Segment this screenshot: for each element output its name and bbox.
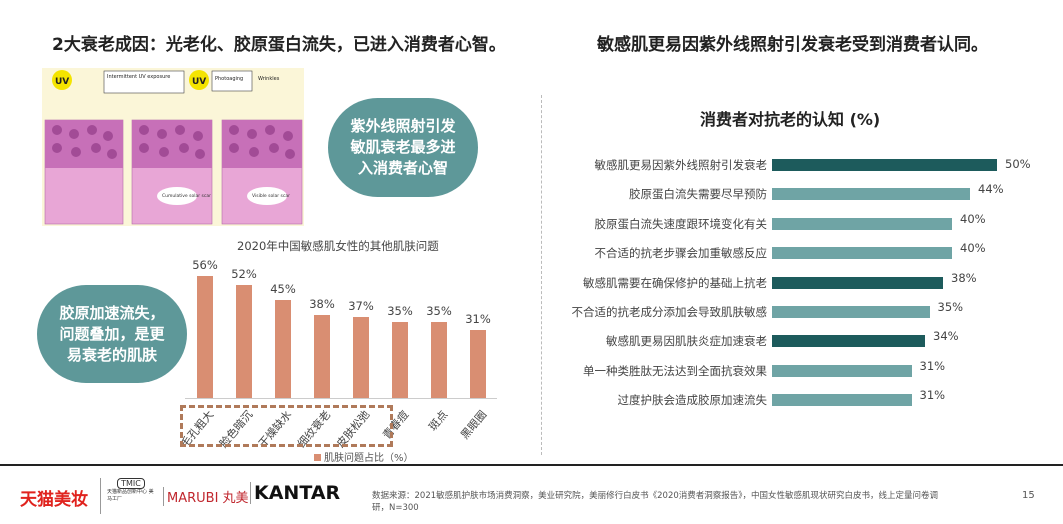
logo-tmall-beauty: 天猫美妆 (20, 490, 88, 510)
right-title: 敏感肌更易因紫外线照射引发衰老受到消费者认同。 (597, 35, 988, 55)
skin-category-label: 斑点 (426, 408, 451, 434)
skin-chart-title: 2020年中国敏感肌女性的其他肌肤问题 (237, 239, 439, 253)
data-source: 数据来源：2021敏感肌护肤市场消费洞察，美业研究院，美丽修行白皮书《2020消… (372, 491, 939, 513)
svg-text:Photoaging: Photoaging (215, 76, 243, 82)
perception-category-label: 敏感肌需要在确保修护的基础上抗老 (583, 275, 767, 290)
perception-chart-title: 消费者对抗老的认知 (%) (700, 110, 881, 129)
skin-bar (431, 321, 447, 398)
perception-bar (772, 335, 925, 348)
svg-text:UV: UV (192, 77, 206, 87)
svg-text:Wrinkles: Wrinkles (258, 76, 280, 82)
skin-bar (392, 321, 408, 398)
logo-marubi: MARUBI 丸美 (163, 487, 249, 506)
skin-bar (470, 330, 486, 398)
perception-bar (772, 306, 930, 318)
perception-bar-value: 38% (951, 270, 977, 285)
perception-category-label: 过度护肤会造成胶原加速流失 (617, 393, 768, 408)
svg-text:Intermittent UV exposure: Intermittent UV exposure (107, 74, 170, 80)
callout-collagen: 胶原加速流失，问题叠加，是更易衰老的肌肤 (37, 285, 187, 383)
perception-bar-value: 31% (919, 388, 946, 403)
perception-category-label: 敏感肌更易因肌肤炎症加速衰老 (606, 334, 767, 349)
perception-bar (772, 364, 912, 377)
svg-text:Visible solar scar: Visible solar scar (252, 193, 290, 199)
skin-bar-value: 45% (270, 281, 296, 296)
skin-x-axis (185, 398, 497, 399)
skin-bar-value: 31% (465, 312, 491, 327)
skin-bar (197, 276, 213, 398)
perception-category-label: 不合适的抗老步骤会加重敏感反应 (594, 246, 768, 261)
skin-bar (353, 317, 369, 398)
perception-bar-value: 31% (919, 358, 946, 373)
page-number: 15 (1022, 490, 1035, 501)
skin-bar-value: 56% (192, 258, 218, 272)
perception-bar (772, 159, 997, 171)
highlight-dashed-box (180, 405, 393, 447)
skin-bar-value: 52% (231, 266, 257, 281)
callout-uv: 紫外线照射引发敏肌衰老最多进入消费者心智 (328, 98, 478, 197)
logo-tmic: TMIC 天猫新品创新中心 美马工厂 (100, 478, 158, 514)
perception-bar-value: 40% (960, 241, 986, 256)
skin-bar (314, 315, 330, 398)
perception-bar (772, 188, 970, 201)
skin-bar-value: 35% (426, 303, 452, 318)
perception-bar (772, 394, 912, 407)
perception-category-label: 不合适的抗老成分添加会导致肌肤敏感 (571, 305, 768, 319)
uv-label: UV (55, 77, 69, 87)
photoaging-illustration: UV UV Intermittent UV exposure Photoagin… (42, 68, 304, 226)
perception-bar-value: 44% (978, 182, 1004, 197)
perception-category-label: 单一种类胜肽无法达到全面抗衰效果 (583, 363, 767, 378)
perception-bar (772, 217, 952, 230)
perception-category-label: 胶原蛋白流失需要尽早预防 (629, 187, 767, 202)
perception-bar-value: 35% (937, 300, 964, 314)
perception-bar-value: 34% (933, 329, 959, 344)
left-title: 2大衰老成因：光老化、胶原蛋白流失，已进入消费者心智。 (52, 35, 506, 55)
skin-category-label: 黑眼圈 (458, 408, 490, 442)
footer-rule (0, 464, 1063, 466)
perception-bar-value: 40% (960, 211, 986, 226)
skin-bar-value: 38% (309, 297, 335, 312)
skin-bar (236, 284, 252, 398)
skin-bar-value: 37% (348, 299, 374, 314)
perception-category-label: 胶原蛋白流失速度跟环境变化有关 (594, 216, 768, 231)
perception-category-label: 敏感肌更易因紫外线照射引发衰老 (594, 158, 768, 172)
perception-bar-value: 50% (1005, 157, 1031, 171)
divider (541, 95, 542, 455)
logo-kantar: KANTAR (250, 482, 340, 504)
skin-bar (275, 299, 291, 398)
skin-bar-value: 35% (387, 303, 413, 318)
perception-bar (772, 247, 952, 260)
skin-chart-legend: 肌肤问题占比（%） (314, 449, 414, 464)
perception-bar (772, 276, 943, 289)
svg-text:Cumulative solar scar: Cumulative solar scar (162, 193, 211, 199)
